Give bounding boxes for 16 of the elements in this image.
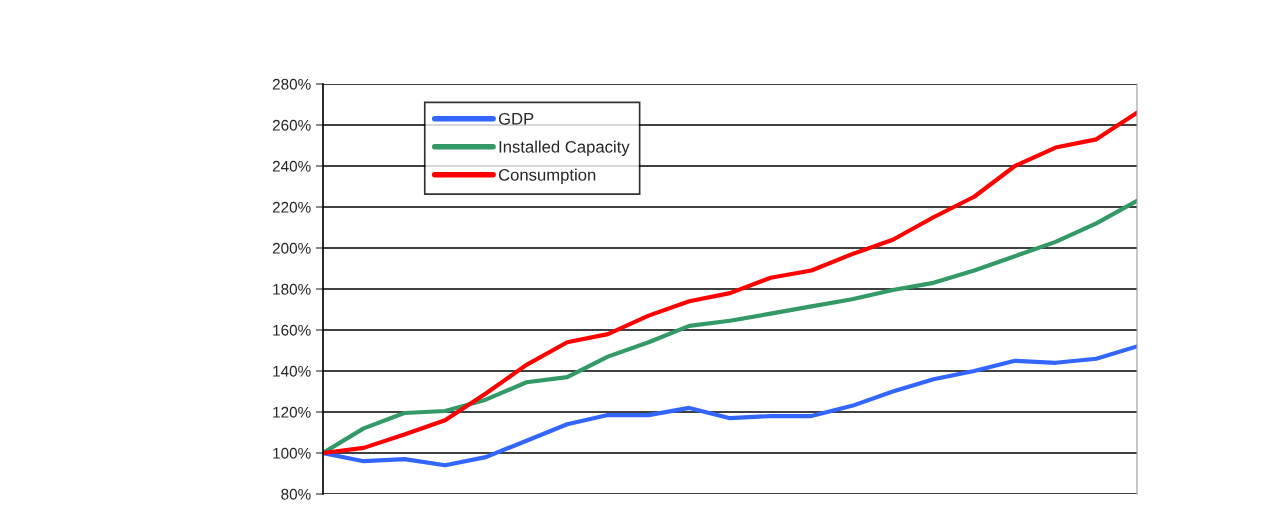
line-series	[323, 110, 1137, 456]
y-tick-label: 200%	[272, 242, 311, 254]
y-tick-label: 240%	[272, 160, 311, 172]
line-series	[323, 344, 1137, 468]
y-tick-label: 80%	[281, 488, 311, 500]
y-tick-label: 280%	[272, 78, 311, 90]
y-tick-label: 100%	[273, 447, 311, 459]
y-tick-label: 160%	[273, 324, 311, 336]
legend-label: GDP	[498, 112, 534, 125]
y-tick-label: 220%	[272, 201, 311, 213]
legend-label: Consumption	[498, 168, 596, 185]
y-tick-label: 260%	[272, 119, 311, 131]
legend-label: Installed Capacity	[499, 140, 630, 157]
y-tick-label: 120%	[273, 406, 311, 418]
y-tick-label: 140%	[273, 365, 311, 377]
y-tick-label: 180%	[273, 283, 311, 295]
